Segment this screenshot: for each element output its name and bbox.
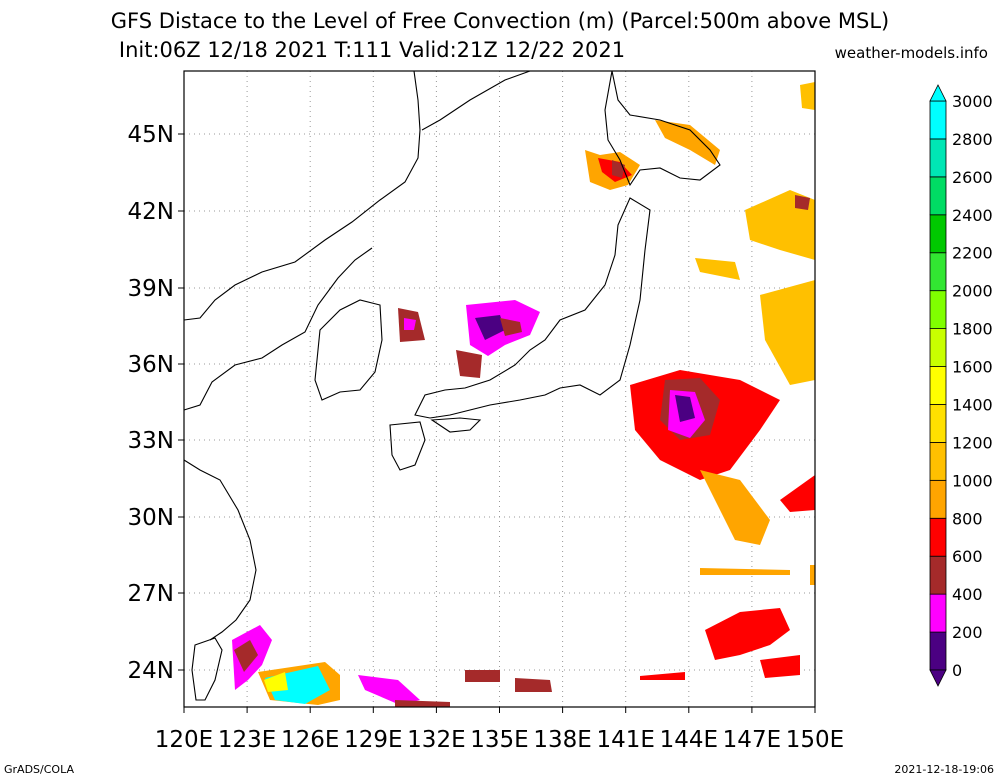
longitude-label: 150E [786,727,844,753]
colorbar-swatch [929,100,947,140]
colorbar-label: 1000 [952,471,993,490]
colorbar-label: 200 [952,623,983,642]
latitude-label: 27N [128,581,174,607]
colorbar-swatch [929,593,947,633]
longitude-label: 138E [533,727,591,753]
latitude-labels: 24N 27N 30N 33N 36N 39N 42N 45N [128,122,184,684]
chart-subtitle: Init:06Z 12/18 2021 T:111 Valid:21Z 12/2… [118,38,626,62]
colorbar: 0 200 400 600 800 1000 1200 1400 1600 1800 2000 220… [929,84,993,687]
latitude-label: 30N [128,505,174,531]
colorbar-swatch [929,214,947,254]
colorbar-label: 0 [952,661,962,680]
latitude-label: 39N [128,276,174,302]
colorbar-label: 3000 [952,92,993,111]
longitude-label: 147E [723,727,781,753]
colorbar-swatch [929,404,947,443]
latitude-label: 33N [128,428,174,454]
colorbar-label: 1200 [952,433,993,452]
latitude-label: 45N [128,122,174,148]
colorbar-label: 1600 [952,358,993,377]
latitude-label: 24N [128,658,174,684]
colorbar-swatch [929,252,947,292]
colorbar-min-arrow [929,669,947,687]
longitude-label: 126E [281,727,339,753]
footer-timestamp: 2021-12-18-19:06 [894,763,994,776]
footer-credit: GrADS/COLA [4,763,74,776]
colorbar-label: 600 [952,547,983,566]
colorbar-label: 2200 [952,244,993,263]
chart-title: GFS Distace to the Level of Free Convect… [110,9,890,33]
colorbar-swatch [929,517,947,557]
colorbar-label: 2600 [952,168,993,187]
colorbar-swatch [929,479,947,519]
longitude-labels: 120E 123E 126E 129E 132E 135E 138E 141E 144E 147E… [155,707,844,753]
colorbar-label: 1400 [952,395,993,414]
colorbar-label: 2000 [952,282,993,301]
site-credit: weather-models.info [834,44,988,62]
latitude-label: 36N [128,352,174,378]
map-grid [184,71,815,707]
longitude-label: 123E [218,727,276,753]
colorbar-swatch [929,328,947,367]
longitude-label: 144E [660,727,718,753]
colorbar-label: 2400 [952,206,993,225]
longitude-label: 129E [344,727,402,753]
colorbar-swatch [929,138,947,178]
colorbar-swatch [929,290,947,329]
colorbar-swatch [929,176,947,216]
colorbar-max-arrow [929,84,947,102]
colorbar-swatch [929,441,947,481]
lfc-field [232,82,815,707]
longitude-label: 132E [407,727,465,753]
colorbar-label: 2800 [952,130,993,149]
longitude-label: 120E [155,727,213,753]
longitude-label: 135E [470,727,528,753]
latitude-label: 42N [128,199,174,225]
colorbar-swatch [929,631,947,671]
colorbar-label: 1800 [952,320,993,339]
coastlines [183,70,721,701]
colorbar-label: 400 [952,585,983,604]
colorbar-swatch [929,366,947,405]
colorbar-label: 800 [952,509,983,528]
colorbar-swatch [929,555,947,595]
longitude-label: 141E [596,727,654,753]
